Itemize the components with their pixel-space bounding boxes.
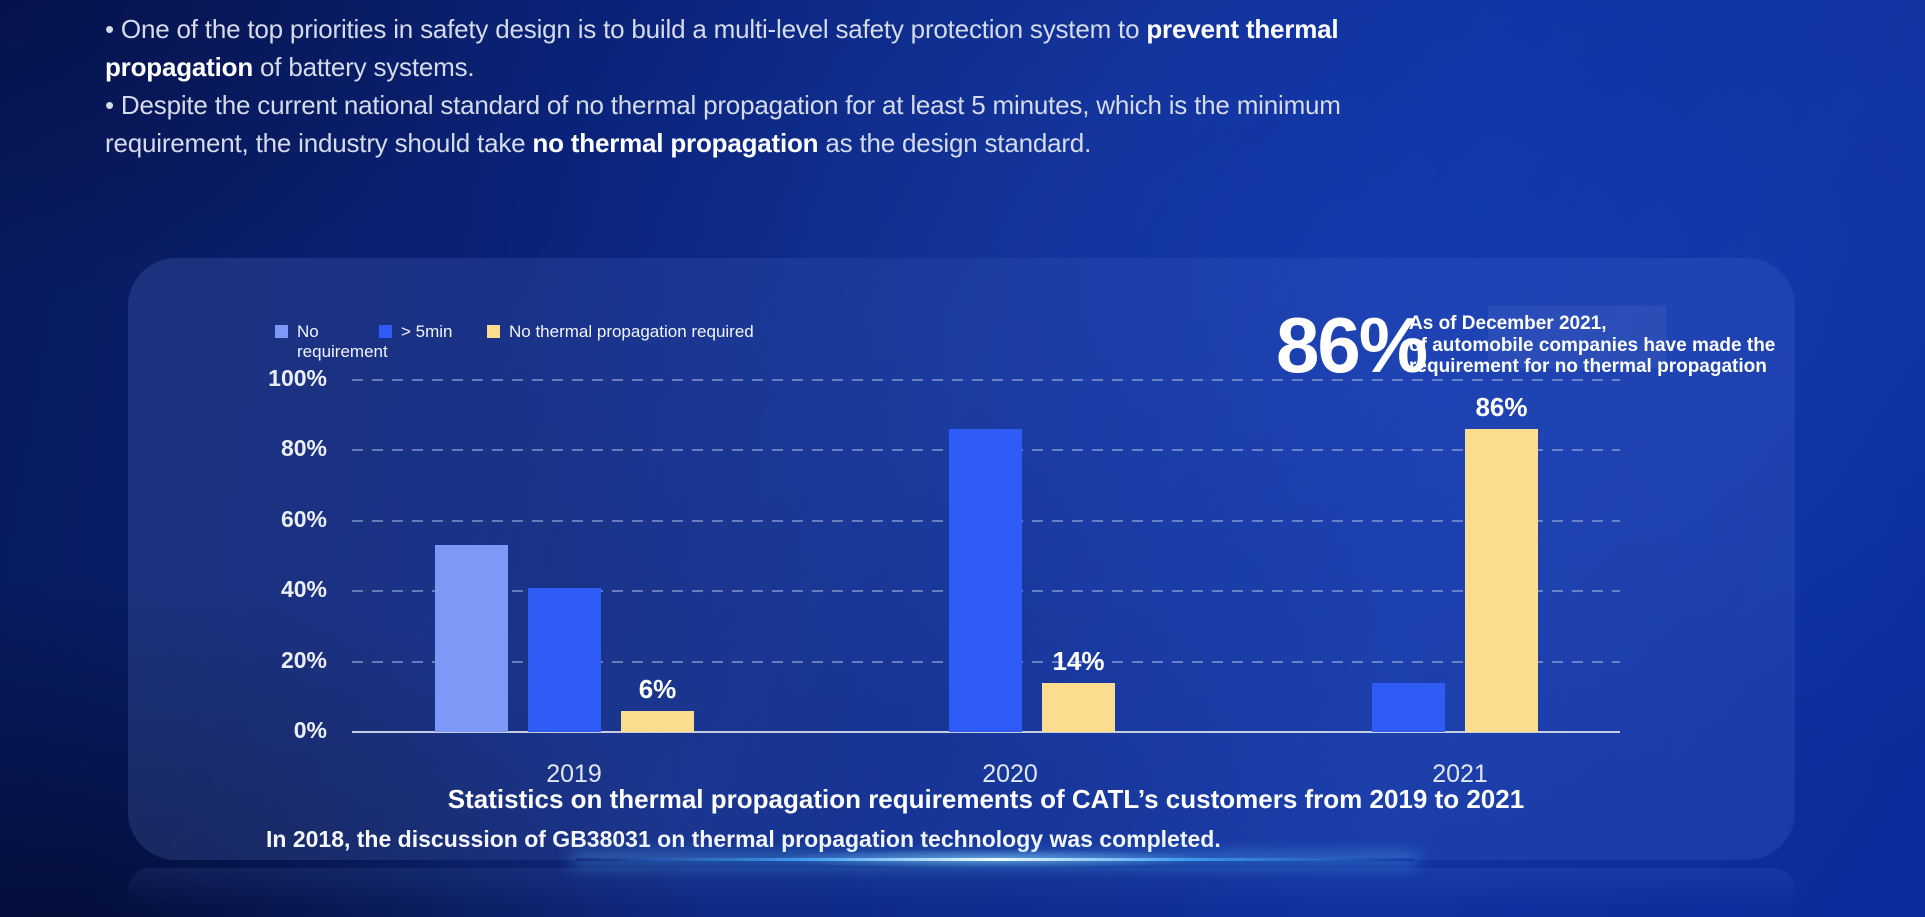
header-bullets: • One of the top priorities in safety de…: [105, 10, 1805, 162]
y-tick-60: 60%: [280, 505, 327, 532]
legend-item-5min: > 5min: [379, 322, 453, 342]
bar-2020-5min: [949, 429, 1022, 732]
legend-label-no-propagation: No thermal propagation required: [509, 322, 754, 341]
panel-glow-line: [575, 858, 1415, 861]
y-tick-100: 100%: [268, 365, 327, 391]
x-axis-line: [352, 731, 1620, 733]
header-bullet-line: • One of the top priorities in safety de…: [105, 10, 1805, 48]
legend-swatch-no-propagation: [487, 325, 500, 338]
header-bold-text: prevent thermal: [1146, 14, 1339, 44]
callout-annotation: As of December 2021, of automobile compa…: [1409, 313, 1775, 378]
chart-panel: No requirement > 5min No thermal propaga…: [128, 258, 1795, 860]
x-category-label-2021: 2021: [1432, 760, 1488, 788]
header-text-segment: • Despite the current national standard …: [105, 90, 1341, 120]
callout-annotation-line: requirement for no thermal propagation: [1409, 356, 1767, 377]
header-bullet-line: propagation of battery systems.: [105, 48, 1805, 86]
panel-reflection: [128, 868, 1795, 912]
bar-2021-5min: [1372, 682, 1445, 732]
header-text-segment: of battery systems.: [253, 52, 475, 82]
legend-swatch-no-requirement: [275, 325, 288, 338]
callout-annotation-line: As of December 2021,: [1409, 313, 1607, 334]
x-category-label-2020: 2020: [982, 760, 1038, 788]
header-bullet-line: • Despite the current national standard …: [105, 86, 1805, 124]
bar-value-label-2020: 14%: [1052, 645, 1105, 676]
legend-label-5min: > 5min: [401, 322, 453, 341]
legend-swatch-5min: [379, 325, 392, 338]
legend-label-no-requirement: No requirement: [297, 322, 388, 361]
chart-caption-note: In 2018, the discussion of GB38031 on th…: [266, 826, 1221, 852]
bar-2019-no-thermal-propagation-required: [621, 710, 694, 732]
gridline-100: [352, 379, 1620, 381]
y-tick-80: 80%: [280, 435, 327, 462]
header-text-segment: • One of the top priorities in safety de…: [105, 14, 1147, 44]
bar-value-label-2019: 6%: [638, 673, 677, 704]
callout-highlight: [1488, 306, 1666, 368]
bar-2021-no-thermal-propagation-required: [1465, 429, 1538, 732]
header-bullet-line: requirement, the industry should take no…: [105, 124, 1805, 162]
y-tick-40: 40%: [280, 576, 327, 603]
legend-item-no-requirement: No requirement: [275, 322, 397, 362]
legend-item-no-propagation: No thermal propagation required: [487, 322, 754, 342]
header-bold-text: no thermal propagation: [532, 128, 819, 158]
callout-value: 86%: [1276, 301, 1428, 389]
header-text-segment: as the design standard.: [818, 128, 1092, 158]
x-category-label-2019: 2019: [546, 760, 602, 788]
header-text-segment: requirement, the industry should take: [105, 128, 533, 158]
header-bold-text: propagation: [105, 52, 254, 82]
y-tick-0: 0%: [293, 717, 327, 743]
bar-2019-no-requirement: [435, 545, 508, 732]
bar-2020-no-thermal-propagation-required: [1042, 682, 1115, 732]
bar-value-label-2021: 86%: [1475, 392, 1528, 423]
y-tick-20: 20%: [280, 646, 327, 673]
chart-caption-title: Statistics on thermal propagation requir…: [447, 784, 1525, 814]
callout-annotation-line: of automobile companies have made the: [1409, 334, 1776, 356]
bar-2019-5min: [528, 587, 601, 732]
